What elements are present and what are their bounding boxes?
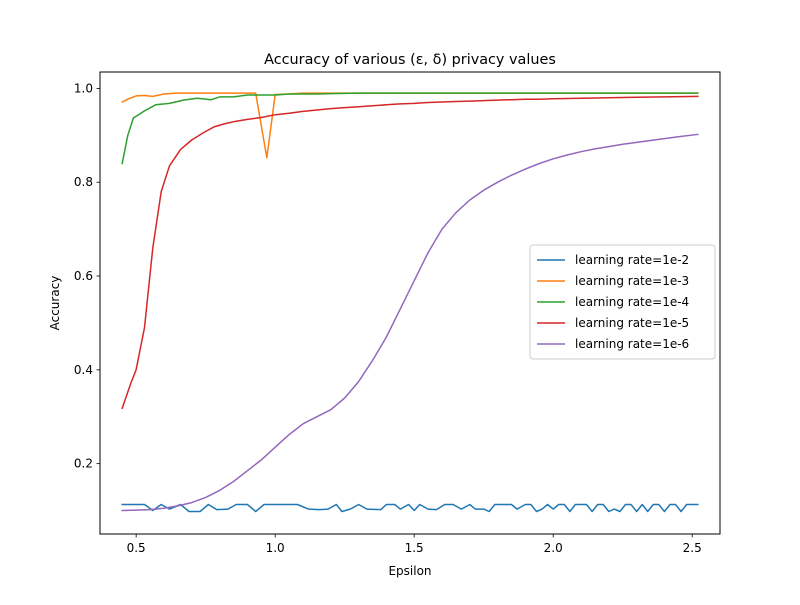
chart-title: Accuracy of various (ε, δ) privacy value…	[264, 52, 556, 68]
legend: learning rate=1e-2 learning rate=1e-3 lear…	[529, 244, 716, 360]
plot-frame	[99, 71, 721, 535]
x-axis-label: Epsilon	[388, 564, 431, 578]
plot-lines	[121, 92, 699, 513]
series-line-4	[121, 95, 699, 410]
legend-label: learning rate=1e-4	[575, 295, 689, 309]
legend-label: learning rate=1e-5	[575, 316, 689, 330]
x-tick-label: 0.5	[127, 541, 146, 555]
y-axis-label: Accuracy	[48, 276, 62, 331]
y-tick-label: 0.8	[74, 175, 93, 189]
x-tick-label: 2.5	[683, 541, 702, 555]
y-tick-label: 1.0	[74, 81, 93, 95]
x-axis-ticks: 0.5 1.0 1.5 2.0 2.5	[127, 534, 702, 555]
legend-items: learning rate=1e-2 learning rate=1e-3 lear…	[537, 253, 689, 351]
y-tick-label: 0.4	[74, 363, 93, 377]
series-line-1	[121, 503, 699, 513]
legend-label: learning rate=1e-3	[575, 274, 689, 288]
y-tick-label: 0.6	[74, 269, 93, 283]
x-tick-label: 1.5	[405, 541, 424, 555]
series-line-3	[121, 92, 699, 165]
legend-box	[529, 244, 716, 360]
y-tick-label: 0.2	[74, 457, 93, 471]
legend-label: learning rate=1e-6	[575, 337, 689, 351]
x-tick-label: 1.0	[266, 541, 285, 555]
y-axis-ticks: 0.2 0.4 0.6 0.8 1.0	[74, 81, 100, 471]
legend-label: learning rate=1e-2	[575, 253, 689, 267]
series-line-5	[121, 133, 699, 512]
x-tick-label: 2.0	[544, 541, 563, 555]
